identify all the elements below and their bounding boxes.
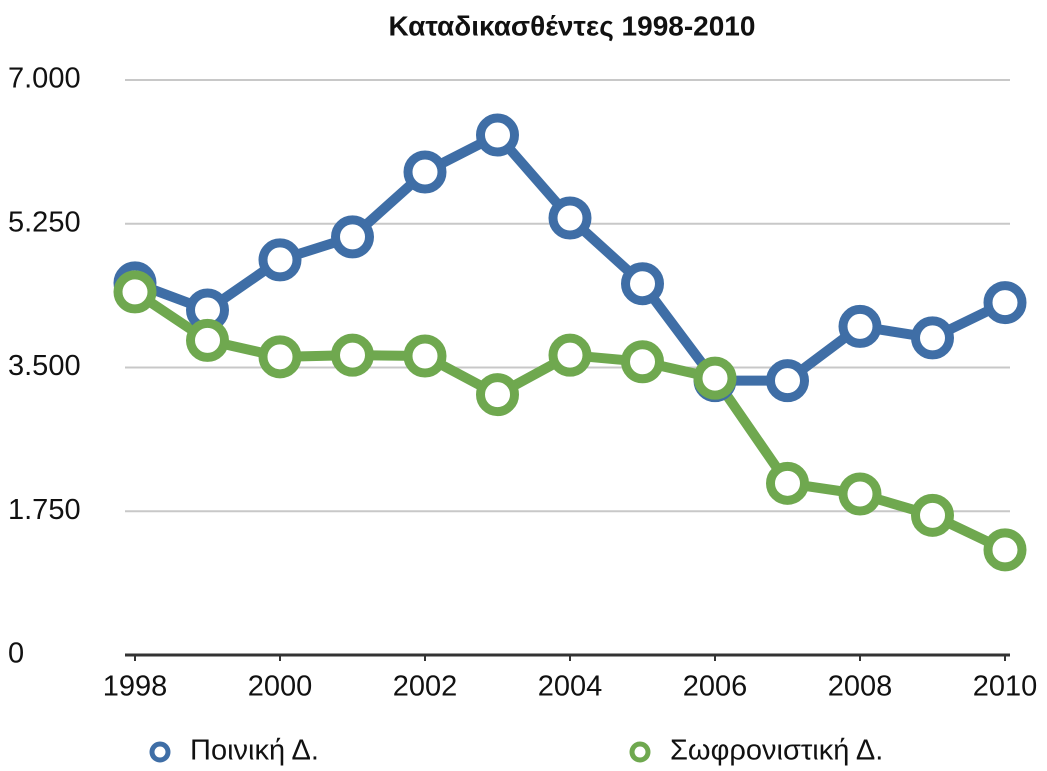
data-point [331,333,374,377]
data-point [621,340,664,384]
data-point [403,334,447,378]
legend-label: Ποινική Δ. [190,735,319,767]
legend-marker [149,741,171,763]
data-point [766,359,809,403]
data-point [766,461,809,505]
data-point [258,335,302,379]
y-tick-label: 3.500 [8,350,81,382]
data-point [911,493,954,537]
data-point [693,356,737,400]
data-point [186,318,229,362]
legend-marker [629,741,651,763]
data-point [258,238,302,282]
y-tick-label: 1.750 [8,494,81,526]
data-point [983,281,1027,325]
data-point [476,373,519,417]
data-point [838,304,882,348]
x-tick-label: 2002 [393,671,458,703]
y-tick-label: 0 [8,638,24,670]
x-tick-label: 2000 [248,671,313,703]
data-point [911,316,954,360]
x-tick-label: 2006 [683,671,748,703]
y-tick-label: 5.250 [8,206,81,238]
y-tick-label: 7.000 [8,63,81,95]
chart-title: Καταδικασθέντες 1998-2010 [389,10,756,41]
data-point [548,333,592,377]
data-point [403,150,447,194]
x-tick-label: 2008 [828,671,893,703]
data-point [838,472,882,516]
data-point [113,270,157,314]
data-point [983,528,1027,572]
data-point [331,215,374,259]
legend-label: Σωφρονιστική Δ. [670,735,883,767]
data-point [476,113,519,157]
x-tick-label: 1998 [103,671,168,703]
data-point [621,262,664,306]
x-tick-label: 2010 [973,671,1038,703]
data-point [548,196,592,240]
x-tick-label: 2004 [538,671,603,703]
